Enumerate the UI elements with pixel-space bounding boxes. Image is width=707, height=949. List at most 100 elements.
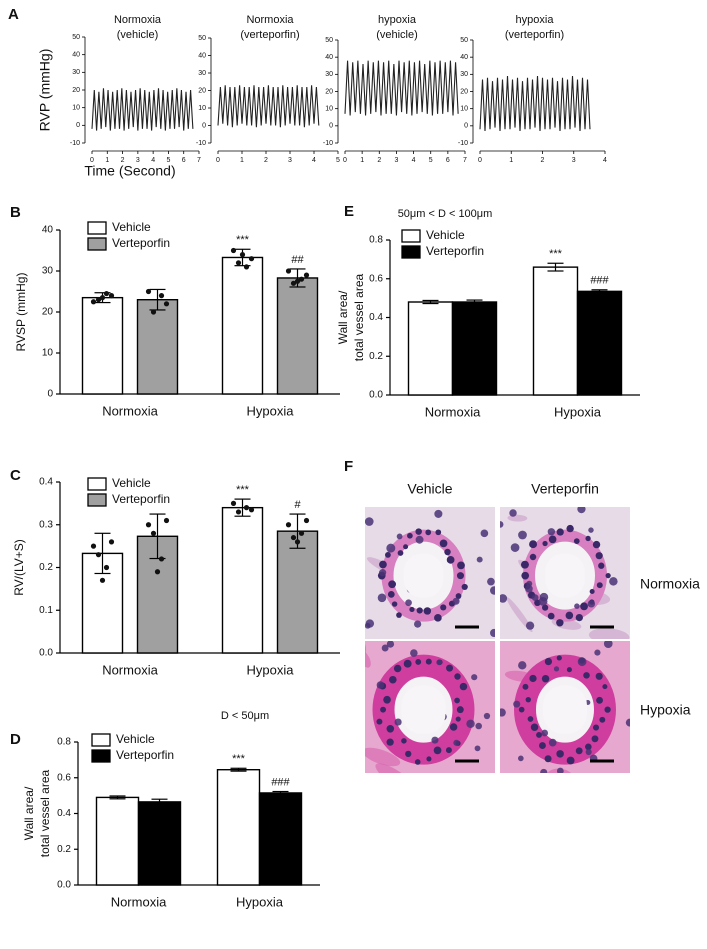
x-tick-label: 0 bbox=[90, 157, 94, 164]
data-point bbox=[243, 505, 250, 511]
data-point bbox=[163, 517, 170, 524]
x-tick-label: 4 bbox=[603, 157, 607, 164]
nucleus bbox=[509, 509, 517, 517]
y-tick-label: 0.4 bbox=[369, 312, 383, 323]
nucleus bbox=[548, 738, 557, 747]
y-tick-label: -10 bbox=[458, 140, 468, 147]
nucleus bbox=[433, 746, 442, 755]
nucleus bbox=[461, 583, 468, 591]
data-point bbox=[95, 297, 102, 303]
row-label: Hypoxia bbox=[640, 702, 691, 718]
tissue-fiber bbox=[235, 438, 275, 463]
nucleus bbox=[365, 517, 374, 526]
nucleus bbox=[457, 561, 465, 570]
nucleus bbox=[526, 580, 533, 587]
tissue-fiber bbox=[546, 768, 574, 773]
nucleus bbox=[397, 550, 404, 556]
nucleus bbox=[401, 738, 407, 744]
x-tick-label: 4 bbox=[312, 157, 316, 164]
histology-image bbox=[212, 424, 495, 639]
nucleus bbox=[525, 585, 533, 593]
nucleus bbox=[548, 535, 557, 544]
nucleus bbox=[500, 594, 508, 603]
x-tick-label: Normoxia bbox=[102, 403, 158, 418]
x-tick-label: 3 bbox=[394, 157, 398, 164]
nucleus bbox=[425, 658, 432, 665]
lumen-cover bbox=[543, 685, 587, 734]
nucleus bbox=[376, 718, 383, 725]
histology-image bbox=[299, 641, 495, 791]
nucleus bbox=[426, 756, 432, 762]
panel-label: B bbox=[10, 204, 21, 221]
nucleus bbox=[386, 641, 395, 648]
row-label: Normoxia bbox=[640, 576, 700, 592]
y-tick-label: 0 bbox=[329, 123, 333, 130]
nucleus bbox=[425, 529, 432, 536]
pressure-trace bbox=[91, 88, 194, 131]
x-tick-label: 5 bbox=[429, 157, 433, 164]
data-point bbox=[145, 522, 152, 528]
y-tick-label: 0 bbox=[464, 123, 468, 130]
nucleus bbox=[394, 718, 402, 726]
nucleus bbox=[575, 613, 583, 622]
tissue-fiber bbox=[212, 424, 234, 440]
nucleus bbox=[466, 719, 475, 728]
nucleus bbox=[415, 659, 422, 665]
x-tick-label: 1 bbox=[240, 157, 244, 164]
data-point bbox=[103, 290, 110, 297]
significance-mark: *** bbox=[549, 248, 563, 260]
data-point bbox=[108, 539, 115, 545]
nucleus bbox=[500, 708, 506, 717]
nucleus bbox=[379, 560, 387, 569]
nucleus bbox=[544, 755, 552, 763]
nucleus bbox=[556, 619, 564, 627]
y-tick-label: 0.2 bbox=[369, 351, 383, 362]
legend-swatch bbox=[401, 229, 421, 243]
nucleus bbox=[598, 562, 605, 569]
bar bbox=[532, 266, 579, 396]
y-axis-label: total vessel area bbox=[352, 273, 366, 361]
y-tick-label: 0.3 bbox=[39, 519, 53, 530]
data-point bbox=[294, 278, 301, 284]
legend-label: Verteporfin bbox=[116, 748, 174, 762]
nucleus bbox=[386, 738, 394, 746]
y-tick-label: 40 bbox=[42, 225, 54, 236]
tissue-fiber bbox=[365, 650, 371, 668]
x-tick-label: 2 bbox=[264, 157, 268, 164]
pressure-trace bbox=[344, 60, 459, 116]
nucleus bbox=[454, 673, 461, 680]
x-tick-label: 1 bbox=[360, 157, 364, 164]
data-point bbox=[235, 509, 242, 515]
x-tick-label: 4 bbox=[412, 157, 416, 164]
x-tick-label: 7 bbox=[463, 157, 467, 164]
chart-title: Normoxia bbox=[246, 14, 294, 26]
nucleus bbox=[525, 696, 531, 703]
bar bbox=[258, 792, 303, 886]
nucleus bbox=[376, 681, 385, 689]
tissue-fiber bbox=[299, 754, 323, 791]
data-point bbox=[243, 264, 250, 270]
legend-swatch bbox=[91, 733, 111, 747]
nucleus bbox=[542, 604, 549, 611]
data-point bbox=[290, 534, 297, 541]
y-tick-label: 0 bbox=[202, 122, 206, 129]
error-bar bbox=[272, 790, 289, 795]
nucleus bbox=[565, 611, 574, 620]
legend-label: Vehicle bbox=[112, 476, 151, 490]
data-point bbox=[298, 530, 305, 536]
nucleus bbox=[431, 736, 439, 744]
nucleus bbox=[553, 666, 560, 672]
legend-label: Verteporfin bbox=[426, 244, 484, 258]
lumen-cover bbox=[403, 553, 444, 598]
nucleus bbox=[455, 716, 461, 722]
significance-mark: *** bbox=[232, 753, 246, 765]
nucleus bbox=[530, 723, 539, 731]
nucleus bbox=[380, 706, 387, 713]
y-tick-label: 20 bbox=[460, 88, 468, 95]
x-tick-label: Normoxia bbox=[111, 894, 167, 909]
data-point bbox=[95, 552, 102, 558]
panel-label: F bbox=[344, 458, 353, 475]
nucleus bbox=[396, 533, 403, 540]
significance-mark: # bbox=[294, 499, 301, 511]
legend-label: Vehicle bbox=[112, 220, 151, 234]
